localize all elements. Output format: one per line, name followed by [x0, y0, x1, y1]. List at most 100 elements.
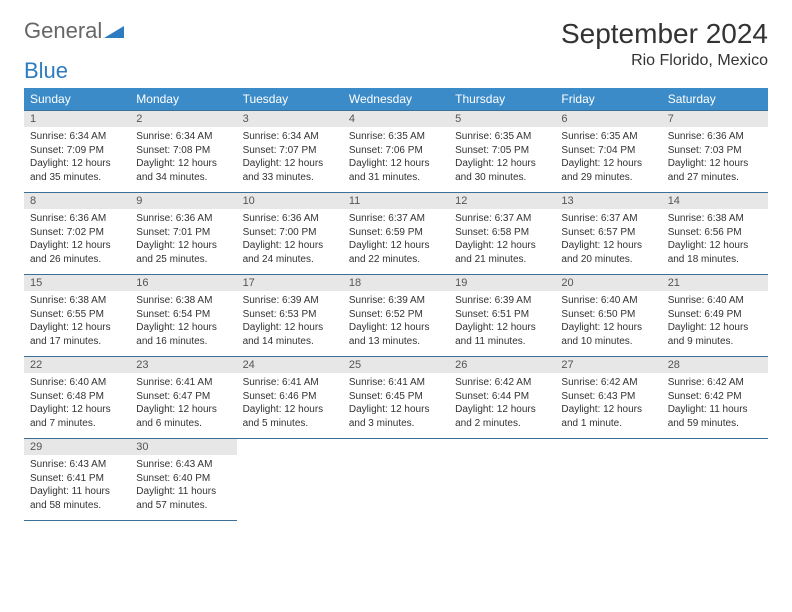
sunset-line: Sunset: 7:08 PM: [136, 144, 230, 158]
sunrise-line: Sunrise: 6:35 AM: [561, 130, 655, 144]
day-number: 21: [662, 275, 768, 291]
sunset-line: Sunset: 6:43 PM: [561, 390, 655, 404]
logo: General: [24, 18, 124, 44]
logo-text-blue: Blue: [24, 58, 768, 84]
day-body: Sunrise: 6:39 AMSunset: 6:52 PMDaylight:…: [343, 291, 449, 356]
calendar-cell: 16Sunrise: 6:38 AMSunset: 6:54 PMDayligh…: [130, 275, 236, 357]
calendar-cell: 23Sunrise: 6:41 AMSunset: 6:47 PMDayligh…: [130, 357, 236, 439]
sunset-line: Sunset: 6:48 PM: [30, 390, 124, 404]
sunrise-line: Sunrise: 6:40 AM: [30, 376, 124, 390]
sunrise-line: Sunrise: 6:39 AM: [455, 294, 549, 308]
sunrise-line: Sunrise: 6:43 AM: [30, 458, 124, 472]
daylight-line: Daylight: 11 hours and 58 minutes.: [30, 485, 124, 512]
day-number: 15: [24, 275, 130, 291]
day-number: 16: [130, 275, 236, 291]
weekday-header: Monday: [130, 88, 236, 111]
daylight-line: Daylight: 12 hours and 10 minutes.: [561, 321, 655, 348]
daylight-line: Daylight: 12 hours and 13 minutes.: [349, 321, 443, 348]
calendar-cell: 15Sunrise: 6:38 AMSunset: 6:55 PMDayligh…: [24, 275, 130, 357]
daylight-line: Daylight: 11 hours and 57 minutes.: [136, 485, 230, 512]
sunrise-line: Sunrise: 6:39 AM: [349, 294, 443, 308]
calendar-cell: 13Sunrise: 6:37 AMSunset: 6:57 PMDayligh…: [555, 193, 661, 275]
weekday-header: Wednesday: [343, 88, 449, 111]
sunrise-line: Sunrise: 6:36 AM: [136, 212, 230, 226]
daylight-line: Daylight: 12 hours and 21 minutes.: [455, 239, 549, 266]
day-body: Sunrise: 6:34 AMSunset: 7:07 PMDaylight:…: [237, 127, 343, 192]
calendar-cell: 7Sunrise: 6:36 AMSunset: 7:03 PMDaylight…: [662, 111, 768, 193]
calendar-cell: 26Sunrise: 6:42 AMSunset: 6:44 PMDayligh…: [449, 357, 555, 439]
empty-cell: [662, 439, 768, 521]
day-body: Sunrise: 6:41 AMSunset: 6:45 PMDaylight:…: [343, 373, 449, 438]
daylight-line: Daylight: 12 hours and 33 minutes.: [243, 157, 337, 184]
empty-cell: [237, 439, 343, 521]
day-number: 17: [237, 275, 343, 291]
daylight-line: Daylight: 12 hours and 30 minutes.: [455, 157, 549, 184]
calendar-cell: 8Sunrise: 6:36 AMSunset: 7:02 PMDaylight…: [24, 193, 130, 275]
sunset-line: Sunset: 6:53 PM: [243, 308, 337, 322]
sunset-line: Sunset: 6:46 PM: [243, 390, 337, 404]
day-number: 30: [130, 439, 236, 455]
day-number: 26: [449, 357, 555, 373]
sunrise-line: Sunrise: 6:42 AM: [668, 376, 762, 390]
sunrise-line: Sunrise: 6:38 AM: [30, 294, 124, 308]
sunrise-line: Sunrise: 6:34 AM: [136, 130, 230, 144]
sunset-line: Sunset: 7:09 PM: [30, 144, 124, 158]
day-body: Sunrise: 6:40 AMSunset: 6:49 PMDaylight:…: [662, 291, 768, 356]
calendar-row: 29Sunrise: 6:43 AMSunset: 6:41 PMDayligh…: [24, 439, 768, 521]
sunset-line: Sunset: 6:47 PM: [136, 390, 230, 404]
sunrise-line: Sunrise: 6:36 AM: [243, 212, 337, 226]
day-number: 22: [24, 357, 130, 373]
calendar-cell: 1Sunrise: 6:34 AMSunset: 7:09 PMDaylight…: [24, 111, 130, 193]
day-body: Sunrise: 6:35 AMSunset: 7:06 PMDaylight:…: [343, 127, 449, 192]
sunrise-line: Sunrise: 6:37 AM: [561, 212, 655, 226]
daylight-line: Daylight: 12 hours and 22 minutes.: [349, 239, 443, 266]
daylight-line: Daylight: 12 hours and 9 minutes.: [668, 321, 762, 348]
calendar-cell: 9Sunrise: 6:36 AMSunset: 7:01 PMDaylight…: [130, 193, 236, 275]
day-number: 18: [343, 275, 449, 291]
day-body: Sunrise: 6:41 AMSunset: 6:47 PMDaylight:…: [130, 373, 236, 438]
sunrise-line: Sunrise: 6:41 AM: [136, 376, 230, 390]
sunset-line: Sunset: 6:57 PM: [561, 226, 655, 240]
day-number: 25: [343, 357, 449, 373]
daylight-line: Daylight: 12 hours and 34 minutes.: [136, 157, 230, 184]
weekday-header: Saturday: [662, 88, 768, 111]
sunset-line: Sunset: 6:49 PM: [668, 308, 762, 322]
day-body: Sunrise: 6:43 AMSunset: 6:41 PMDaylight:…: [24, 455, 130, 520]
calendar-cell: 30Sunrise: 6:43 AMSunset: 6:40 PMDayligh…: [130, 439, 236, 521]
sunset-line: Sunset: 7:01 PM: [136, 226, 230, 240]
sunset-line: Sunset: 7:04 PM: [561, 144, 655, 158]
calendar-cell: 27Sunrise: 6:42 AMSunset: 6:43 PMDayligh…: [555, 357, 661, 439]
day-body: Sunrise: 6:34 AMSunset: 7:08 PMDaylight:…: [130, 127, 236, 192]
day-number: 29: [24, 439, 130, 455]
daylight-line: Daylight: 12 hours and 29 minutes.: [561, 157, 655, 184]
sunset-line: Sunset: 6:52 PM: [349, 308, 443, 322]
day-body: Sunrise: 6:36 AMSunset: 7:01 PMDaylight:…: [130, 209, 236, 274]
daylight-line: Daylight: 12 hours and 2 minutes.: [455, 403, 549, 430]
calendar-cell: 21Sunrise: 6:40 AMSunset: 6:49 PMDayligh…: [662, 275, 768, 357]
calendar-cell: 28Sunrise: 6:42 AMSunset: 6:42 PMDayligh…: [662, 357, 768, 439]
calendar-cell: 10Sunrise: 6:36 AMSunset: 7:00 PMDayligh…: [237, 193, 343, 275]
day-number: 24: [237, 357, 343, 373]
sunset-line: Sunset: 7:07 PM: [243, 144, 337, 158]
calendar-cell: 5Sunrise: 6:35 AMSunset: 7:05 PMDaylight…: [449, 111, 555, 193]
day-number: 27: [555, 357, 661, 373]
day-body: Sunrise: 6:42 AMSunset: 6:43 PMDaylight:…: [555, 373, 661, 438]
calendar-cell: 2Sunrise: 6:34 AMSunset: 7:08 PMDaylight…: [130, 111, 236, 193]
sunset-line: Sunset: 7:03 PM: [668, 144, 762, 158]
daylight-line: Daylight: 12 hours and 27 minutes.: [668, 157, 762, 184]
sunset-line: Sunset: 6:59 PM: [349, 226, 443, 240]
day-number: 13: [555, 193, 661, 209]
day-number: 7: [662, 111, 768, 127]
day-number: 20: [555, 275, 661, 291]
day-number: 10: [237, 193, 343, 209]
daylight-line: Daylight: 12 hours and 17 minutes.: [30, 321, 124, 348]
day-number: 14: [662, 193, 768, 209]
day-body: Sunrise: 6:35 AMSunset: 7:05 PMDaylight:…: [449, 127, 555, 192]
sunset-line: Sunset: 6:44 PM: [455, 390, 549, 404]
sunset-line: Sunset: 6:56 PM: [668, 226, 762, 240]
calendar-body: 1Sunrise: 6:34 AMSunset: 7:09 PMDaylight…: [24, 111, 768, 521]
sunrise-line: Sunrise: 6:41 AM: [243, 376, 337, 390]
daylight-line: Daylight: 12 hours and 5 minutes.: [243, 403, 337, 430]
daylight-line: Daylight: 12 hours and 26 minutes.: [30, 239, 124, 266]
daylight-line: Daylight: 12 hours and 1 minute.: [561, 403, 655, 430]
